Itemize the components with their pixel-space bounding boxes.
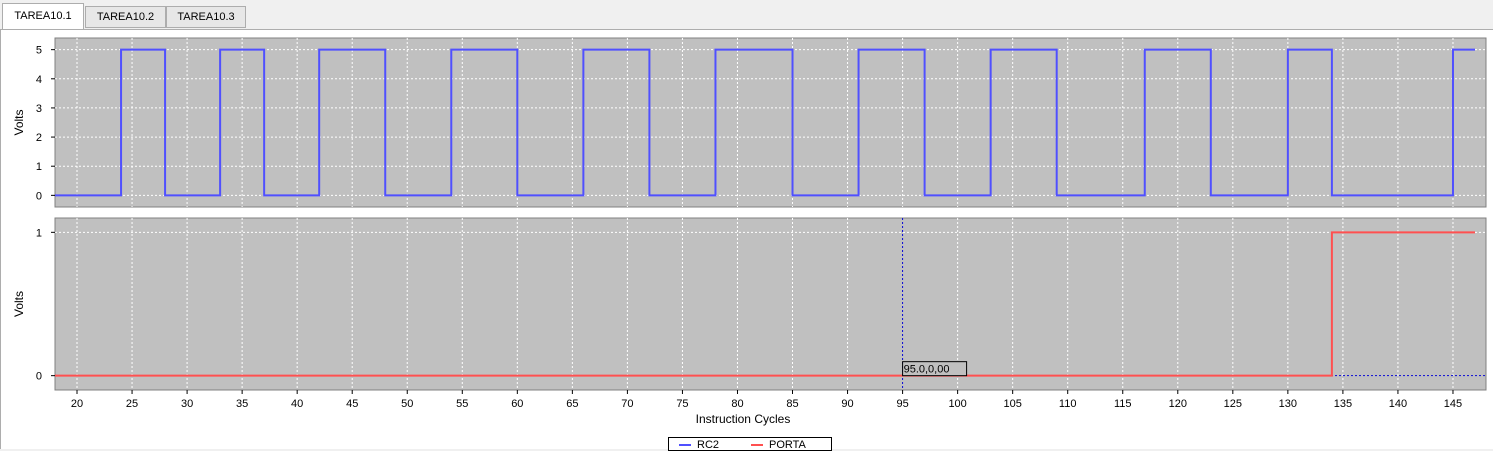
x-tick-label: 80 <box>731 398 743 410</box>
x-tick-label: 45 <box>346 398 358 410</box>
x-tick-label: 115 <box>1114 398 1132 410</box>
y-axis-label-top: Volts <box>12 109 26 135</box>
x-tick-label: 35 <box>236 398 248 410</box>
y-tick-label: 4 <box>36 74 42 86</box>
legend-swatch-porta <box>751 444 763 446</box>
tab-label: TAREA10.2 <box>96 11 155 23</box>
x-tick-label: 90 <box>841 398 853 410</box>
x-tick-label: 25 <box>126 398 138 410</box>
y-tick-label: 5 <box>36 45 42 57</box>
y-axis-label-bottom: Volts <box>12 291 26 317</box>
x-tick-label: 50 <box>401 398 413 410</box>
x-tick-label: 95 <box>896 398 908 410</box>
trace-rc2 <box>55 48 1475 197</box>
tab-label: TAREA10.3 <box>177 11 235 23</box>
y-tick-label: 0 <box>36 190 42 202</box>
y-tick-label: 1 <box>36 161 42 173</box>
x-tick-label: 70 <box>621 398 633 410</box>
legend-swatch-rc2 <box>679 444 691 446</box>
x-ticks: 20 25 30 35 40 45 50 55 60 65 70 75 80 85 90 95 100 105 11… <box>71 390 1462 410</box>
x-tick-label: 55 <box>456 398 468 410</box>
legend-label-rc2: RC2 <box>697 439 720 451</box>
x-tick-label: 100 <box>948 398 966 410</box>
x-tick-label: 65 <box>566 398 578 410</box>
legend-label-porta: PORTA <box>769 439 806 451</box>
y-tick-label: 3 <box>36 103 42 115</box>
x-tick-label: 85 <box>786 398 798 410</box>
x-tick-label: 105 <box>1003 398 1021 410</box>
y-ticks-top: 0 1 2 3 4 5 <box>36 45 55 202</box>
x-tick-label: 130 <box>1279 398 1297 410</box>
plot-area-top[interactable] <box>54 37 1487 208</box>
trace-porta <box>55 231 1475 377</box>
x-tick-label: 120 <box>1169 398 1187 410</box>
y-tick-label: 0 <box>36 371 42 383</box>
x-tick-label: 110 <box>1059 398 1077 410</box>
tab-tarea10-2[interactable]: TAREA10.2 <box>85 6 166 28</box>
plot-area-bottom[interactable] <box>54 217 1487 391</box>
y-tick-label: 2 <box>36 132 42 144</box>
x-tick-label: 30 <box>181 398 193 410</box>
tab-label: TAREA10.1 <box>14 10 72 22</box>
x-axis-label: Instruction Cycles <box>696 412 791 426</box>
x-tick-label: 75 <box>676 398 688 410</box>
x-tick-label: 40 <box>291 398 303 410</box>
cursor-readout: 95.0,0,00 <box>904 364 950 376</box>
x-tick-label: 125 <box>1224 398 1242 410</box>
tab-divider <box>0 29 1493 30</box>
x-tick-label: 60 <box>511 398 523 410</box>
x-tick-label: 135 <box>1334 398 1352 410</box>
tab-strip: TAREA10.1 TAREA10.2 TAREA10.3 <box>0 0 1493 30</box>
y-ticks-bottom: 01 <box>36 227 55 383</box>
cursor-readout-box <box>902 361 968 377</box>
tab-tarea10-1[interactable]: TAREA10.1 <box>2 3 84 30</box>
tab-tarea10-3[interactable]: TAREA10.3 <box>166 6 246 28</box>
y-tick-label: 1 <box>36 227 42 239</box>
x-tick-label: 20 <box>71 398 83 410</box>
x-tick-label: 140 <box>1389 398 1407 410</box>
x-tick-label: 145 <box>1444 398 1462 410</box>
